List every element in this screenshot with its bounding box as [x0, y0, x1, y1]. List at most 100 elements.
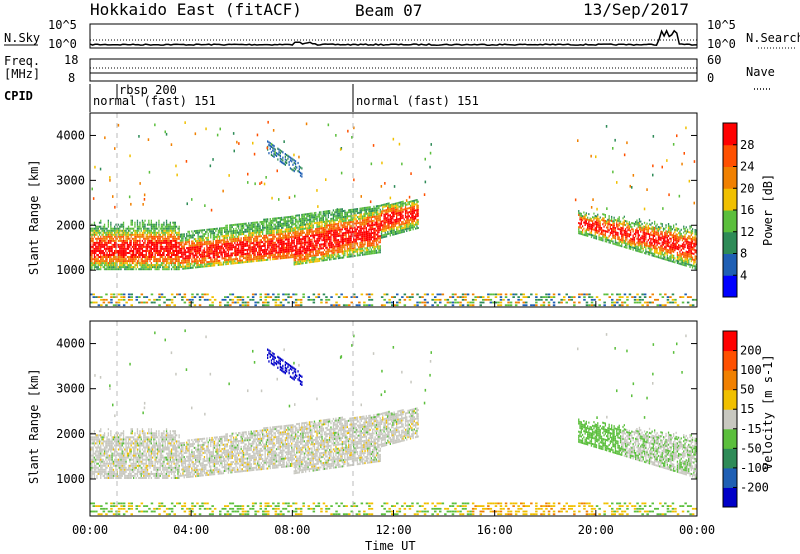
power-echo-cell [122, 254, 125, 256]
power-echo-cell [253, 229, 255, 232]
power-echo-cell [110, 231, 112, 234]
power-echo-cell [382, 206, 384, 209]
power-echo-cell [206, 240, 208, 243]
power-echo-cell [258, 249, 260, 252]
power-echo-cell [176, 266, 178, 269]
power-echo-cell [130, 223, 132, 226]
power-echo-cell [594, 229, 596, 232]
power-echo-cell [417, 200, 419, 203]
power-echo-cell [110, 264, 112, 267]
power-echo-cell [192, 256, 194, 259]
power-echo-cell [177, 266, 179, 269]
power-echo-cell [133, 233, 135, 236]
power-echo-cell [215, 248, 217, 251]
power-echo-cell [272, 225, 274, 228]
power-echo-cell [102, 233, 104, 236]
power-echo-cell [269, 226, 271, 229]
power-echo-cell [188, 230, 190, 233]
power-echo-cell [178, 235, 180, 238]
power-echo-cell [622, 237, 624, 240]
power-echo-cell [149, 245, 151, 248]
power-echo-cell [260, 255, 262, 258]
power-echo-cell [244, 261, 246, 264]
power-echo-cell [139, 233, 141, 236]
power-echo-cell [332, 253, 335, 256]
power-echo-cell [373, 229, 375, 232]
power-echo-cell [98, 264, 101, 267]
power-echo-cell [329, 240, 331, 243]
power-echo-cell [184, 239, 187, 242]
power-echo-cell [268, 240, 270, 243]
power-echo-cell [334, 213, 336, 216]
power-echo-cell [599, 236, 601, 239]
power-echo-cell [105, 260, 107, 263]
power-echo-cell [322, 235, 324, 238]
power-echo-cell [584, 222, 586, 224]
power-echo-cell [269, 230, 271, 233]
power-echo-cell [607, 222, 609, 225]
power-echo-cell [274, 251, 276, 254]
power-echo-cell [372, 209, 374, 212]
power-echo-cell [378, 249, 380, 252]
power-echo-cell [146, 239, 149, 242]
power-echo-cell [286, 248, 288, 251]
power-echo-cell [360, 237, 362, 240]
power-echo-cell [370, 218, 372, 221]
power-echo-cell [391, 232, 393, 234]
power-echo-cell [197, 243, 199, 246]
power-echo-cell [250, 246, 252, 249]
power-echo-cell [340, 244, 342, 247]
power-echo-cell [278, 247, 280, 250]
power-echo-cell [375, 221, 378, 224]
power-echo-cell [255, 257, 257, 260]
power-echo-cell [101, 233, 103, 236]
power-echo-cell [388, 214, 390, 217]
power-echo-cell [393, 229, 395, 232]
power-echo-cell [234, 223, 236, 226]
power-echo-cell [348, 229, 350, 232]
power-echo-cell [135, 250, 137, 252]
power-echo-cell [116, 231, 118, 234]
power-echo-cell [200, 247, 202, 250]
power-echo-cell [245, 261, 247, 263]
power-echo-cell [188, 248, 190, 251]
power-echo-cell [329, 220, 331, 223]
power-echo-cell [303, 235, 305, 238]
power-echo-cell [317, 235, 319, 238]
power-echo-cell [230, 224, 232, 227]
power-echo-cell [621, 237, 623, 240]
power-echo-cell [174, 229, 176, 232]
power-echo-cell [298, 218, 300, 221]
power-echo-cell [606, 220, 608, 223]
power-echo-cell [308, 255, 311, 258]
power-echo-cell [107, 266, 109, 269]
power-echo-cell [224, 243, 226, 246]
power-echo-cell [236, 251, 238, 254]
power-echo-cell [100, 266, 102, 269]
power-echo-cell [581, 217, 584, 220]
power-echo-cell [250, 236, 252, 239]
power-echo-cell [593, 222, 595, 225]
power-echo-cell [366, 216, 369, 219]
power-echo-cell [337, 228, 340, 231]
power-echo-cell [326, 236, 328, 239]
power-echo-cell [345, 237, 347, 240]
power-echo-cell [587, 226, 589, 229]
power-echo-cell [353, 210, 355, 213]
power-echo-cell [364, 233, 366, 236]
power-echo-cell [250, 258, 252, 261]
power-echo-cell [143, 245, 145, 248]
power-echo-cell [298, 256, 300, 259]
power-echo-cell [284, 246, 286, 249]
power-echo-cell [303, 245, 305, 248]
power-echo-cell [604, 230, 606, 233]
power-echo-cell [360, 207, 362, 210]
power-echo-cell [197, 264, 199, 267]
power-echo-cell [346, 237, 348, 240]
power-echo-cell [341, 220, 343, 223]
power-echo-cell [289, 230, 292, 232]
power-echo-cell [409, 218, 412, 221]
power-echo-cell [412, 220, 414, 223]
power-echo-cell [174, 241, 176, 244]
power-echo-cell [139, 227, 141, 230]
